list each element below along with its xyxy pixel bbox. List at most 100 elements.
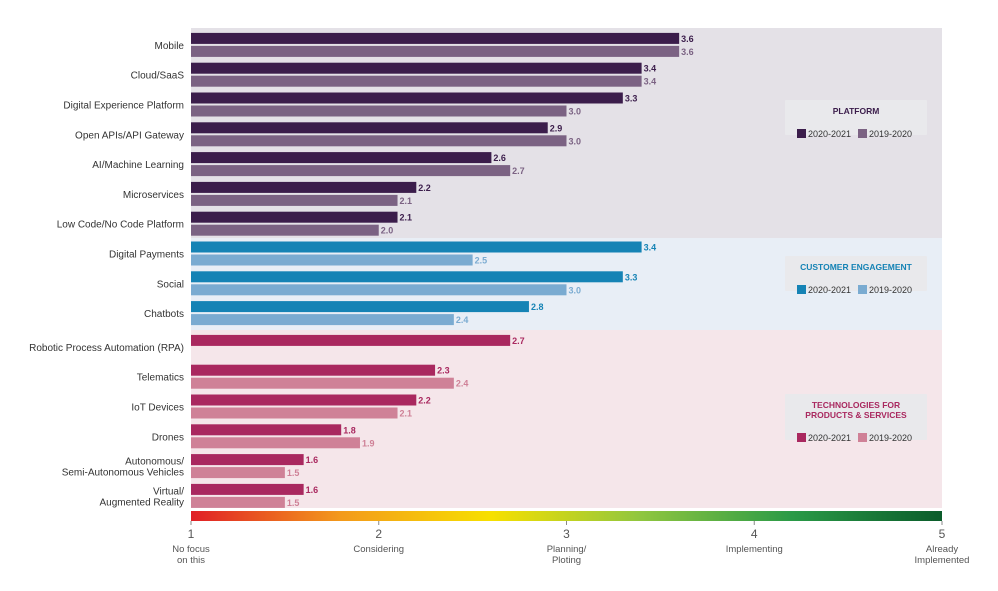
bar-2020-2021 — [191, 424, 342, 436]
customer-legend-swatch — [858, 285, 867, 294]
color-scale-bar — [191, 511, 942, 521]
bar-2019-2020 — [191, 467, 285, 479]
bar-2020-2021 — [191, 241, 642, 253]
category-label: Open APIs/API Gateway — [75, 130, 184, 141]
data-label: 3.0 — [569, 285, 582, 295]
data-label: 3.0 — [569, 136, 582, 146]
bar-2020-2021 — [191, 181, 417, 193]
tech-legend-title: TECHNOLOGIES FOR — [812, 400, 900, 410]
data-label: 2.4 — [456, 315, 469, 325]
data-label: 3.4 — [644, 64, 657, 74]
category-label: IoT Devices — [131, 403, 184, 414]
bar-2019-2020 — [191, 284, 567, 296]
bar-2020-2021 — [191, 394, 417, 406]
bar-2019-2020 — [191, 254, 473, 266]
bar-2019-2020 — [191, 407, 398, 419]
data-label: 3.4 — [644, 77, 657, 87]
tech-legend-box — [785, 394, 927, 440]
data-label: 3.6 — [681, 34, 694, 44]
bar-2020-2021 — [191, 271, 623, 283]
bar-2020-2021 — [191, 483, 304, 495]
x-tick-label: 2 — [375, 527, 382, 541]
x-tick-label: 4 — [751, 527, 758, 541]
bar-2019-2020 — [191, 224, 379, 236]
customer-legend-label: 2019-2020 — [869, 285, 912, 295]
customer-legend-box — [785, 256, 927, 291]
data-label: 2.2 — [418, 183, 431, 193]
bar-2020-2021 — [191, 301, 529, 313]
x-tick-label: 3 — [563, 527, 570, 541]
data-label: 2.0 — [381, 226, 394, 236]
tech-legend-swatch — [858, 433, 867, 442]
data-label: 2.9 — [550, 123, 563, 133]
data-label: 2.6 — [493, 153, 506, 163]
data-label: 3.6 — [681, 47, 694, 57]
data-label: 2.5 — [475, 256, 488, 266]
platform-legend-swatch — [858, 129, 867, 138]
data-label: 1.5 — [287, 498, 300, 508]
bar-2019-2020 — [191, 45, 680, 57]
category-label: Telematics — [137, 373, 184, 384]
data-label: 3.3 — [625, 94, 638, 104]
data-label: 1.5 — [287, 468, 300, 478]
x-tick-caption: Already — [926, 544, 958, 555]
x-tick-caption: Planning/ — [547, 544, 587, 555]
bar-2020-2021 — [191, 454, 304, 466]
data-label: 3.4 — [644, 243, 657, 253]
bar-2020-2021 — [191, 152, 492, 164]
platform-legend-swatch — [797, 129, 806, 138]
data-label: 3.0 — [569, 107, 582, 117]
x-tick-caption: Considering — [353, 544, 404, 555]
category-label: AI/Machine Learning — [92, 160, 184, 171]
bar-2019-2020 — [191, 314, 454, 326]
tech-legend-label: 2019-2020 — [869, 433, 912, 443]
customer-legend-title: CUSTOMER ENGAGEMENT — [800, 262, 913, 272]
data-label: 1.6 — [306, 485, 319, 495]
bar-2019-2020 — [191, 75, 642, 87]
data-label: 1.6 — [306, 455, 319, 465]
data-label: 2.8 — [531, 302, 544, 312]
bar-2019-2020 — [191, 437, 360, 449]
category-label: Virtual/ — [153, 486, 184, 497]
data-label: 2.3 — [437, 366, 450, 376]
tech-legend-swatch — [797, 433, 806, 442]
data-label: 2.7 — [512, 166, 525, 176]
bar-2020-2021 — [191, 211, 398, 223]
x-tick-label: 5 — [939, 527, 946, 541]
bar-2019-2020 — [191, 377, 454, 389]
platform-legend-box — [785, 100, 927, 135]
x-tick-label: 1 — [188, 527, 195, 541]
bar-2020-2021 — [191, 32, 680, 44]
category-label: Mobile — [155, 41, 185, 52]
category-label: Low Code/No Code Platform — [57, 220, 184, 231]
platform-legend-label: 2020-2021 — [808, 129, 851, 139]
data-label: 2.7 — [512, 336, 525, 346]
x-tick-caption: Implementing — [726, 544, 783, 555]
x-tick-caption: on this — [177, 555, 205, 566]
category-label: Robotic Process Automation (RPA) — [29, 343, 184, 354]
tech-legend-label: 2020-2021 — [808, 433, 851, 443]
data-label: 2.1 — [400, 196, 413, 206]
data-label: 2.2 — [418, 396, 431, 406]
x-tick-caption: No focus — [172, 544, 210, 555]
tech-legend-title: PRODUCTS & SERVICES — [805, 410, 907, 420]
bar-2020-2021 — [191, 364, 436, 376]
category-label: Social — [157, 279, 184, 290]
bar-2019-2020 — [191, 135, 567, 147]
category-label: Digital Payments — [109, 250, 184, 261]
x-tick-caption: Implemented — [915, 555, 970, 566]
category-label: Augmented Reality — [100, 497, 185, 508]
category-label: Cloud/SaaS — [131, 71, 185, 82]
data-label: 3.3 — [625, 272, 638, 282]
platform-legend-title: PLATFORM — [833, 106, 880, 116]
category-label: Semi-Autonomous Vehicles — [62, 468, 184, 479]
bar-2019-2020 — [191, 194, 398, 206]
customer-legend-label: 2020-2021 — [808, 285, 851, 295]
category-label: Chatbots — [144, 309, 184, 320]
bar-2019-2020 — [191, 496, 285, 508]
bar-2020-2021 — [191, 334, 511, 346]
platform-legend-label: 2019-2020 — [869, 129, 912, 139]
bar-2020-2021 — [191, 122, 548, 134]
bar-2020-2021 — [191, 92, 623, 104]
